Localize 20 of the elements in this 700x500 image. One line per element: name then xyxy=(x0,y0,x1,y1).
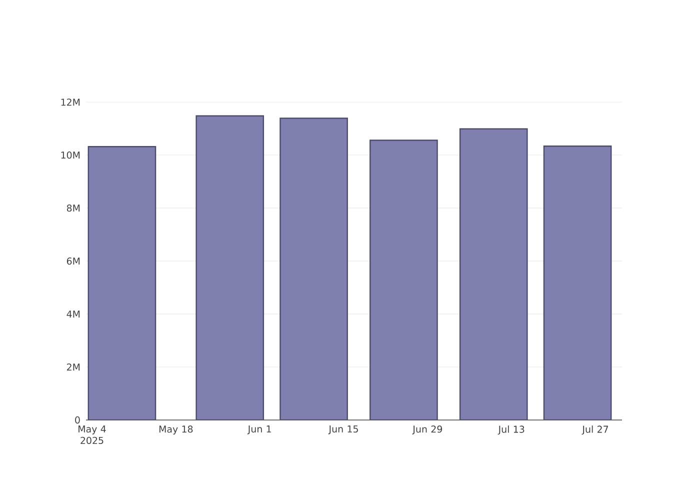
x-tick-label: Jun 15 xyxy=(328,426,358,434)
y-tick-label: 6M xyxy=(66,257,80,265)
y-tick-label: 10M xyxy=(61,152,80,159)
bar xyxy=(88,146,156,420)
y-tick-label: 0 xyxy=(75,416,80,424)
y-tick-label: 12M xyxy=(61,98,80,106)
bar xyxy=(459,128,528,420)
bar xyxy=(196,115,264,420)
y-tick-label: 2M xyxy=(66,364,80,371)
bar xyxy=(280,118,348,420)
x-tick-label: May 4 2025 xyxy=(78,426,106,444)
x-tick-label: Jun 29 xyxy=(412,426,442,434)
y-tick-label: 4M xyxy=(66,310,80,318)
bar xyxy=(543,145,612,420)
bar xyxy=(370,140,438,420)
x-tick-label: Jun 1 xyxy=(247,426,271,434)
y-tick-label: 8M xyxy=(66,204,80,212)
x-tick-label: May 18 xyxy=(159,426,193,435)
x-tick-label: Jul 27 xyxy=(582,426,608,435)
x-tick-label: Jul 13 xyxy=(498,426,524,435)
